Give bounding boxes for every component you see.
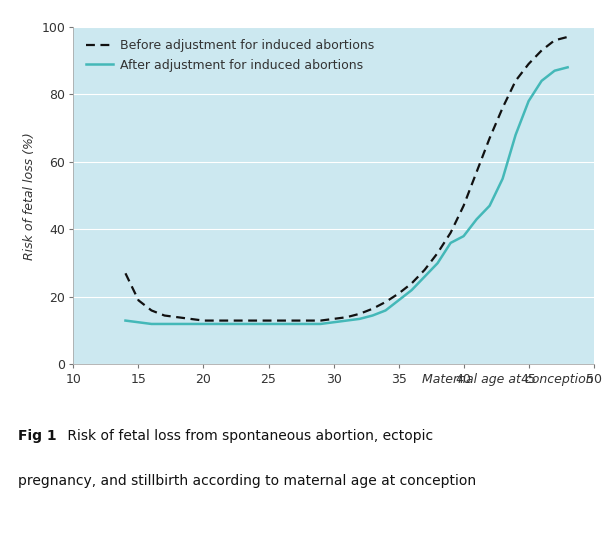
- Text: Maternal age at conception: Maternal age at conception: [422, 373, 594, 385]
- Text: Risk of fetal loss from spontaneous abortion, ectopic: Risk of fetal loss from spontaneous abor…: [63, 429, 433, 443]
- Y-axis label: Risk of fetal loss (%): Risk of fetal loss (%): [23, 132, 35, 259]
- Text: Fig 1: Fig 1: [18, 429, 57, 443]
- Legend: Before adjustment for induced abortions, After adjustment for induced abortions: Before adjustment for induced abortions,…: [80, 33, 380, 78]
- Text: pregnancy, and stillbirth according to maternal age at conception: pregnancy, and stillbirth according to m…: [18, 474, 477, 488]
